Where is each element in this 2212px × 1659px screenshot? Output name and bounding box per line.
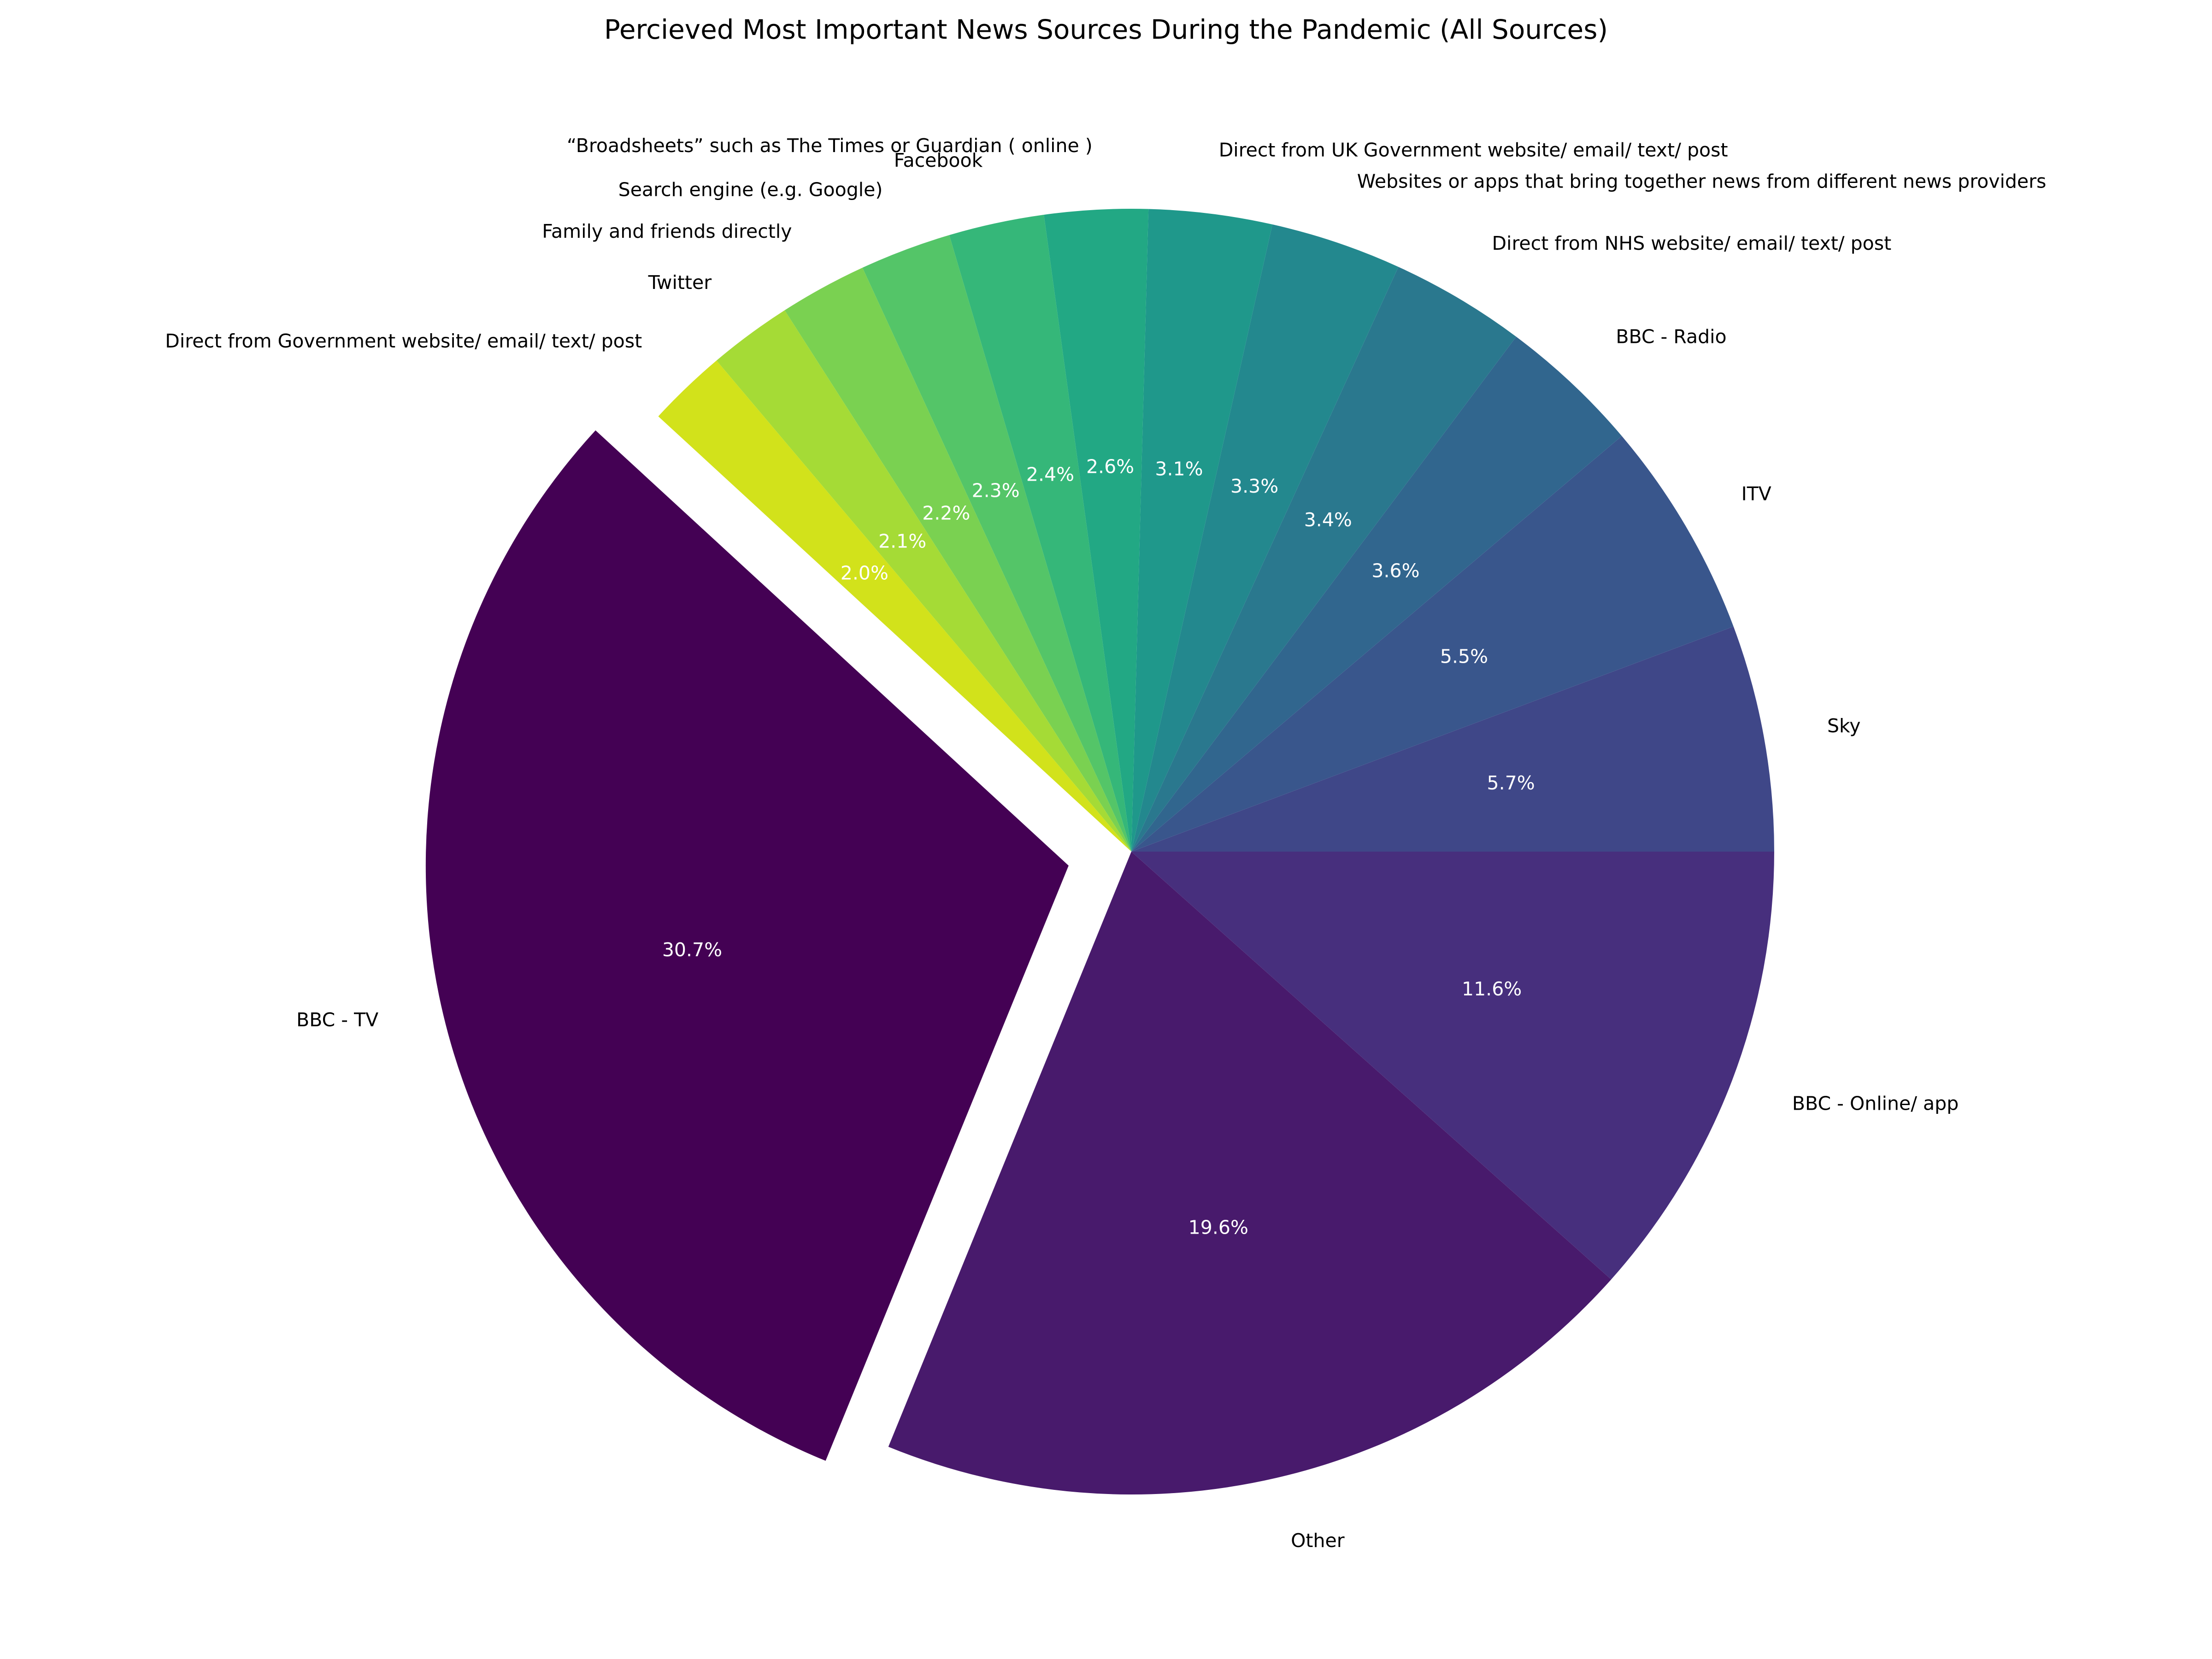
percent-label-sky: 5.7%: [1487, 772, 1535, 794]
slice-label-itv: ITV: [1741, 483, 1771, 505]
percent-label-websites-or-apps-that-bring-together-news-from-different-news-providers: 3.3%: [1230, 475, 1278, 497]
slice-label-websites-or-apps-that-bring-together-news-from-different-news-providers: Websites or apps that bring together new…: [1357, 171, 2047, 193]
percent-label-search-engine-e-g-google: 2.3%: [972, 479, 1020, 501]
pie-slices: [425, 208, 1774, 1494]
slice-label-direct-from-uk-government-website-email-text-post: Direct from UK Government website/ email…: [1219, 139, 1728, 161]
percent-label-broadsheets-such-as-the-times-or-guardian-online: 2.6%: [1086, 455, 1134, 477]
slice-label-bbc-tv: BBC - TV: [296, 1009, 378, 1031]
percent-label-bbc-online-app: 11.6%: [1462, 978, 1522, 1000]
percent-label-other: 19.6%: [1188, 1216, 1248, 1238]
pie-slice-direct-from-government-website-email-text-post: [658, 360, 1131, 852]
chart-title: Percieved Most Important News Sources Du…: [604, 14, 1608, 45]
pie-slice-bbc-online-app: [1131, 852, 1774, 1280]
pie-slice-other: [888, 852, 1612, 1494]
pie-slice-bbc-radio: [1131, 336, 1622, 852]
pie-percent-labels: 5.7% 5.5% 3.6% 3.4% 3.3% 3.1% 2.6% 2.4% 2.3%2.2%…: [662, 455, 1535, 1238]
pie-slice-family-and-friends-directly: [784, 267, 1131, 852]
pie-slice-sky: [1131, 626, 1774, 852]
percent-label-bbc-tv: 30.7%: [662, 939, 722, 961]
pie-slice-search-engine-e-g-google: [862, 235, 1131, 852]
slice-label-twitter: Twitter: [648, 271, 712, 294]
pie-slice-bbc-tv: [425, 430, 1069, 1461]
pie-slice-direct-from-nhs-website-email-text-post: [1131, 267, 1517, 852]
slice-label-sky: Sky: [1827, 715, 1861, 737]
pie-slice-labels: Sky ITV BBC - Radio Direct from NHS website…: [165, 135, 2046, 1552]
slice-label-direct-from-government-website-email-text-post: Direct from Government website/ email/ t…: [165, 330, 642, 352]
percent-label-bbc-radio: 3.6%: [1371, 559, 1419, 582]
pie-slice-twitter: [716, 310, 1131, 852]
percent-label-itv: 5.5%: [1440, 646, 1488, 668]
percent-label-direct-from-uk-government-website-email-text-post: 3.1%: [1155, 458, 1203, 480]
percent-label-facebook: 2.4%: [1026, 464, 1074, 486]
pie-slice-facebook: [949, 214, 1131, 852]
slice-label-search-engine-e-g-google: Search engine (e.g. Google): [618, 179, 883, 201]
pie-slice-direct-from-uk-government-website-email-text-post: [1131, 209, 1273, 852]
slice-label-direct-from-nhs-website-email-text-post: Direct from NHS website/ email/ text/ po…: [1492, 232, 1891, 254]
slice-label-bbc-radio: BBC - Radio: [1616, 325, 1726, 347]
percent-label-twitter: 2.1%: [878, 530, 926, 552]
slice-label-bbc-online-app: BBC - Online/ app: [1792, 1092, 1959, 1114]
slice-label-family-and-friends-directly: Family and friends directly: [542, 220, 792, 242]
pie-slice-websites-or-apps-that-bring-together-news-from-different-news-providers: [1131, 224, 1399, 852]
percent-label-direct-from-government-website-email-text-post: 2.0%: [841, 562, 888, 584]
slice-label-broadsheets-such-as-the-times-or-guardian-online: “Broadsheets” such as The Times or Guard…: [567, 135, 1093, 157]
slice-label-other: Other: [1291, 1530, 1345, 1552]
percent-label-direct-from-nhs-website-email-text-post: 3.4%: [1304, 509, 1352, 531]
pie-slice-broadsheets-such-as-the-times-or-guardian-online: [1044, 208, 1149, 852]
pie-slice-itv: [1131, 436, 1734, 852]
slice-label-facebook: Facebook: [894, 149, 983, 171]
percent-label-family-and-friends-directly: 2.2%: [922, 502, 970, 524]
